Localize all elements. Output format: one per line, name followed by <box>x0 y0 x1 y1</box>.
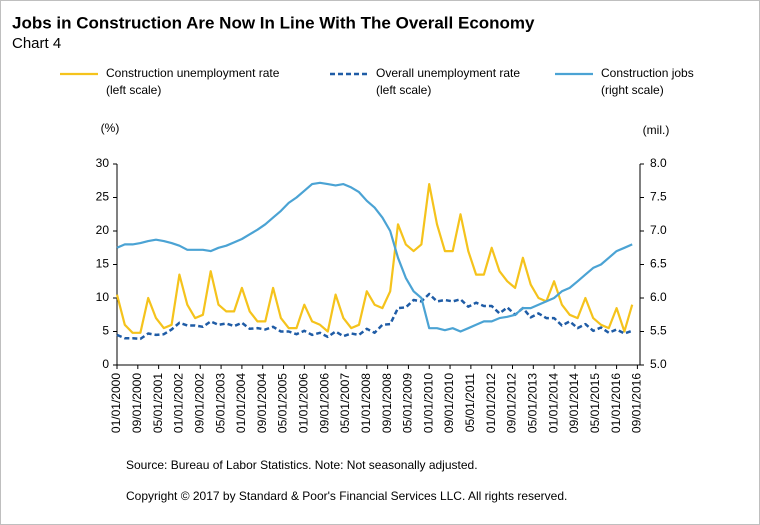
x-tick-label: 05/01/2011 <box>463 373 477 432</box>
legend-label-line: (left scale) <box>106 83 161 97</box>
y-tick-label: 0 <box>102 357 109 371</box>
y2-tick-label: 7.0 <box>650 223 667 237</box>
x-tick-label: 05/01/2015 <box>588 373 602 433</box>
x-tick-label: 05/01/2007 <box>338 373 352 433</box>
x-tick-label: 09/01/2000 <box>130 373 144 433</box>
chart-subtitle: Chart 4 <box>12 35 61 52</box>
x-tick-label: 09/01/2008 <box>380 373 394 433</box>
x-tick-label: 09/01/2012 <box>505 373 519 433</box>
source-note: Source: Bureau of Labor Statistics. Note… <box>126 458 478 472</box>
x-tick-label: 09/01/2010 <box>442 373 456 433</box>
x-tick-label: 09/01/2006 <box>317 373 331 433</box>
y-tick-label: 20 <box>96 223 110 237</box>
y2-tick-label: 5.5 <box>650 324 667 338</box>
x-tick-label: 09/01/2014 <box>567 373 581 433</box>
y2-tick-label: 6.0 <box>650 290 667 304</box>
y2-axis-label: (mil.) <box>643 123 670 137</box>
x-tick-label: 09/01/2004 <box>255 373 269 433</box>
x-tick-label: 05/01/2009 <box>401 373 415 433</box>
x-tick-label: 01/01/2006 <box>297 373 311 433</box>
legend-label: Construction unemployment rate (left scal… <box>106 66 280 97</box>
legend-label-line: (left scale) <box>376 83 431 97</box>
y-tick-label: 5 <box>102 324 109 338</box>
x-tick-label: 01/01/2002 <box>172 373 186 433</box>
y2-tick-label: 8.0 <box>650 156 667 170</box>
x-tick-label: 05/01/2001 <box>151 373 165 433</box>
x-tick-label: 01/01/2016 <box>609 373 623 433</box>
y-tick-label: 25 <box>96 190 110 204</box>
x-tick-label: 01/01/2004 <box>234 373 248 433</box>
x-tick-label: 05/01/2005 <box>276 373 290 433</box>
legend-label-line: Overall unemployment rate <box>376 66 520 80</box>
y-tick-label: 10 <box>96 290 110 304</box>
legend-label-line: Construction jobs <box>601 66 694 80</box>
x-tick-label: 01/01/2014 <box>546 373 560 433</box>
y2-tick-label: 6.5 <box>650 257 667 271</box>
x-tick-label: 05/01/2003 <box>213 373 227 433</box>
x-tick-label: 01/01/2012 <box>484 373 498 433</box>
x-tick-label: 05/01/2013 <box>525 373 539 433</box>
legend-label-line: (right scale) <box>601 83 664 97</box>
legend-label-line: Construction unemployment rate <box>106 66 280 80</box>
x-tick-label: 01/01/2010 <box>421 373 435 433</box>
legend-label: Construction jobs (right scale) <box>601 66 694 97</box>
x-tick-label: 01/01/2008 <box>359 373 373 433</box>
y-tick-label: 15 <box>96 257 110 271</box>
copyright: Copyright © 2017 by Standard & Poor's Fi… <box>126 489 567 503</box>
series-line <box>116 292 633 341</box>
x-tick-label: 01/01/2000 <box>109 373 123 433</box>
x-tick-label: 09/01/2002 <box>192 373 206 433</box>
chart-title: Jobs in Construction Are Now In Line Wit… <box>12 13 535 32</box>
y-axis-label: (%) <box>101 121 120 135</box>
y2-tick-label: 5.0 <box>650 357 667 371</box>
x-tick-label: 09/01/2016 <box>630 373 644 433</box>
series-line <box>116 181 633 333</box>
legend-label: Overall unemployment rate (left scale) <box>376 66 520 97</box>
y-tick-label: 30 <box>96 156 110 170</box>
y2-tick-label: 7.5 <box>650 190 667 204</box>
